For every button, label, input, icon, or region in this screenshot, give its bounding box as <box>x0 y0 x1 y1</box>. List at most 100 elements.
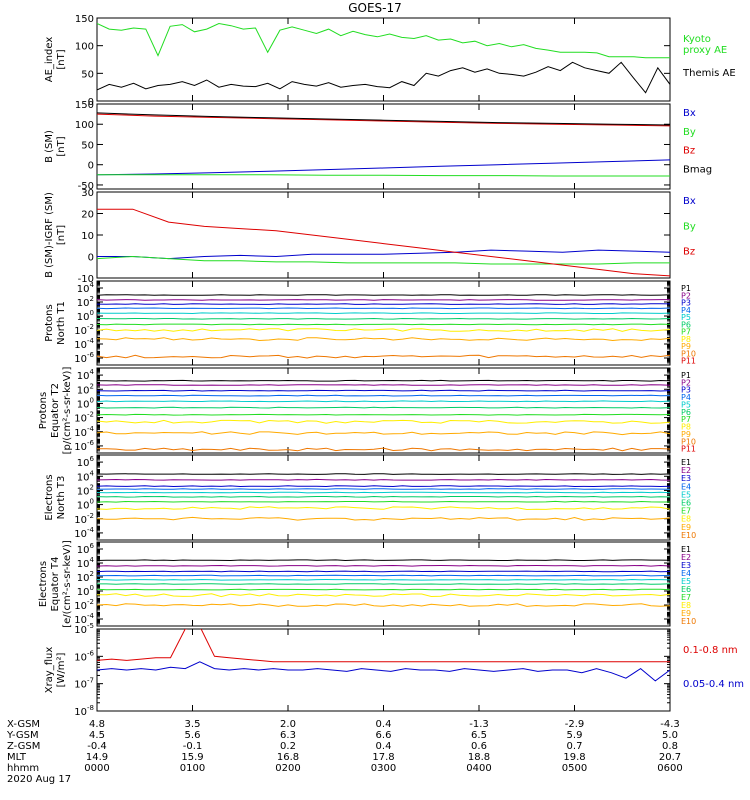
channel-line-e2 <box>97 478 670 481</box>
channel-label: E10 <box>681 617 696 626</box>
ephemeris-value: 15.9 <box>181 752 203 763</box>
y-tick-label: 150 <box>75 100 94 111</box>
channel-label: P1 <box>681 371 691 380</box>
channel-line-e8 <box>97 506 670 511</box>
channel-line-e4 <box>97 488 670 490</box>
channel-line-e7 <box>97 588 670 591</box>
y-tick-label: 104 <box>77 368 95 382</box>
channel-label: P3 <box>681 386 691 395</box>
ephemeris-value: 4.8 <box>89 719 105 730</box>
ephemeris-value: 0400 <box>466 763 491 774</box>
ephemeris-row-label: X-GSM <box>7 719 40 730</box>
channel-line-e3 <box>97 485 670 488</box>
channel-label: E3 <box>681 561 691 570</box>
legend-label: Themis AE <box>682 68 736 79</box>
plot-area <box>97 22 670 94</box>
channel-label: E1 <box>681 545 691 554</box>
channel-line-p7 <box>97 323 670 326</box>
series-line-by <box>97 255 670 265</box>
y-tick-label: 100 <box>75 120 94 131</box>
channel-line-p5 <box>97 400 670 403</box>
legend-label: By <box>683 221 696 232</box>
y-axis-label: AE_index <box>44 37 55 83</box>
channel-line-p7 <box>97 413 670 416</box>
channel-line-p10 <box>97 354 670 359</box>
y-axis-label: B (SM)-IGRF (SM) <box>44 192 55 278</box>
channel-line-e8 <box>97 593 670 598</box>
ephemeris-value: 6.5 <box>471 730 487 741</box>
y-tick-label: 10-4 <box>74 526 94 540</box>
channel-label: E5 <box>681 577 691 586</box>
y-axis-label: North T1 <box>56 301 67 345</box>
channel-line-p1 <box>97 294 670 296</box>
channel-line-p4 <box>97 394 670 397</box>
channel-label: P3 <box>681 299 691 308</box>
legend-label: 0.05-0.4 nm <box>683 679 744 690</box>
y-axis-label: Equator T4 <box>50 557 61 612</box>
y-tick-label: 100 <box>77 584 94 598</box>
y-tick-label: 100 <box>77 396 94 410</box>
channel-label: E4 <box>681 482 691 491</box>
y-axis-label: [e/(cm²-s-sr-keV)] <box>62 540 73 628</box>
y-tick-label: -10 <box>78 274 94 285</box>
channel-line-e4 <box>97 574 670 577</box>
y-tick-label: 10-2 <box>74 411 94 425</box>
legend-label: Bz <box>683 247 695 258</box>
ephemeris-value: 0.6 <box>471 741 487 752</box>
channel-label: P11 <box>681 445 696 454</box>
y-axis-label: [p/(cm²-s-sr-keV)] <box>62 367 73 455</box>
channel-label: P10 <box>681 437 696 446</box>
channel-label: E2 <box>681 553 691 562</box>
ephemeris-value: 0300 <box>371 763 396 774</box>
channel-label: E9 <box>681 609 691 618</box>
y-tick-label: 104 <box>77 469 95 483</box>
channel-label: E6 <box>681 585 691 594</box>
channel-label: P5 <box>681 313 691 322</box>
channel-line-p6 <box>97 317 670 320</box>
series-line-bx <box>97 249 670 260</box>
ephemeris-value: 6.3 <box>280 730 296 741</box>
ephemeris-value: 14.9 <box>86 752 108 763</box>
y-tick-label: 102 <box>77 570 94 584</box>
y-tick-label: 30 <box>81 188 94 199</box>
ephemeris-value: 2.0 <box>280 719 296 730</box>
channel-label: E8 <box>681 515 691 524</box>
series-line-bmag <box>97 112 670 126</box>
channel-label: E3 <box>681 474 691 483</box>
y-axis-label: [nT] <box>56 49 67 69</box>
channel-line-p8 <box>97 328 670 332</box>
y-tick-label: 10-2 <box>74 323 94 337</box>
ephemeris-value: 16.8 <box>277 752 299 763</box>
ephemeris-value: 0.4 <box>376 719 392 730</box>
y-tick-label: 10-4 <box>74 612 94 626</box>
channel-line-e9 <box>97 603 670 607</box>
channel-label: E5 <box>681 490 691 499</box>
channel-line-p8 <box>97 419 670 424</box>
y-tick-label: 104 <box>77 281 95 295</box>
plot-area <box>97 629 670 682</box>
y-tick-label: 100 <box>77 309 94 323</box>
chart-title: GOES-17 <box>348 1 402 15</box>
channel-line-p10 <box>97 447 670 452</box>
date-label: 2020 Aug 17 <box>7 774 71 785</box>
y-tick-label: 10-4 <box>74 337 94 351</box>
ephemeris-value: -2.9 <box>565 719 585 730</box>
legend-label: proxy AE <box>683 45 727 56</box>
series-line-bz <box>97 113 670 127</box>
y-axis-label: Electrons <box>38 561 49 607</box>
channel-label: P4 <box>681 306 691 315</box>
y-axis-label: [nT] <box>56 225 67 245</box>
ephemeris-value: 0.2 <box>280 741 296 752</box>
channel-label: E2 <box>681 466 691 475</box>
ephemeris-value: 0000 <box>84 763 109 774</box>
channel-line-p9 <box>97 431 670 436</box>
y-tick-label: 10-7 <box>74 677 94 691</box>
y-tick-label: 106 <box>77 542 95 556</box>
channel-line-e5 <box>97 491 670 494</box>
panel-b_sm: -50 0 50 100 150 B (SM) [nT] Bx By Bz Bmag <box>44 100 712 192</box>
ephemeris-value: 4.5 <box>89 730 105 741</box>
